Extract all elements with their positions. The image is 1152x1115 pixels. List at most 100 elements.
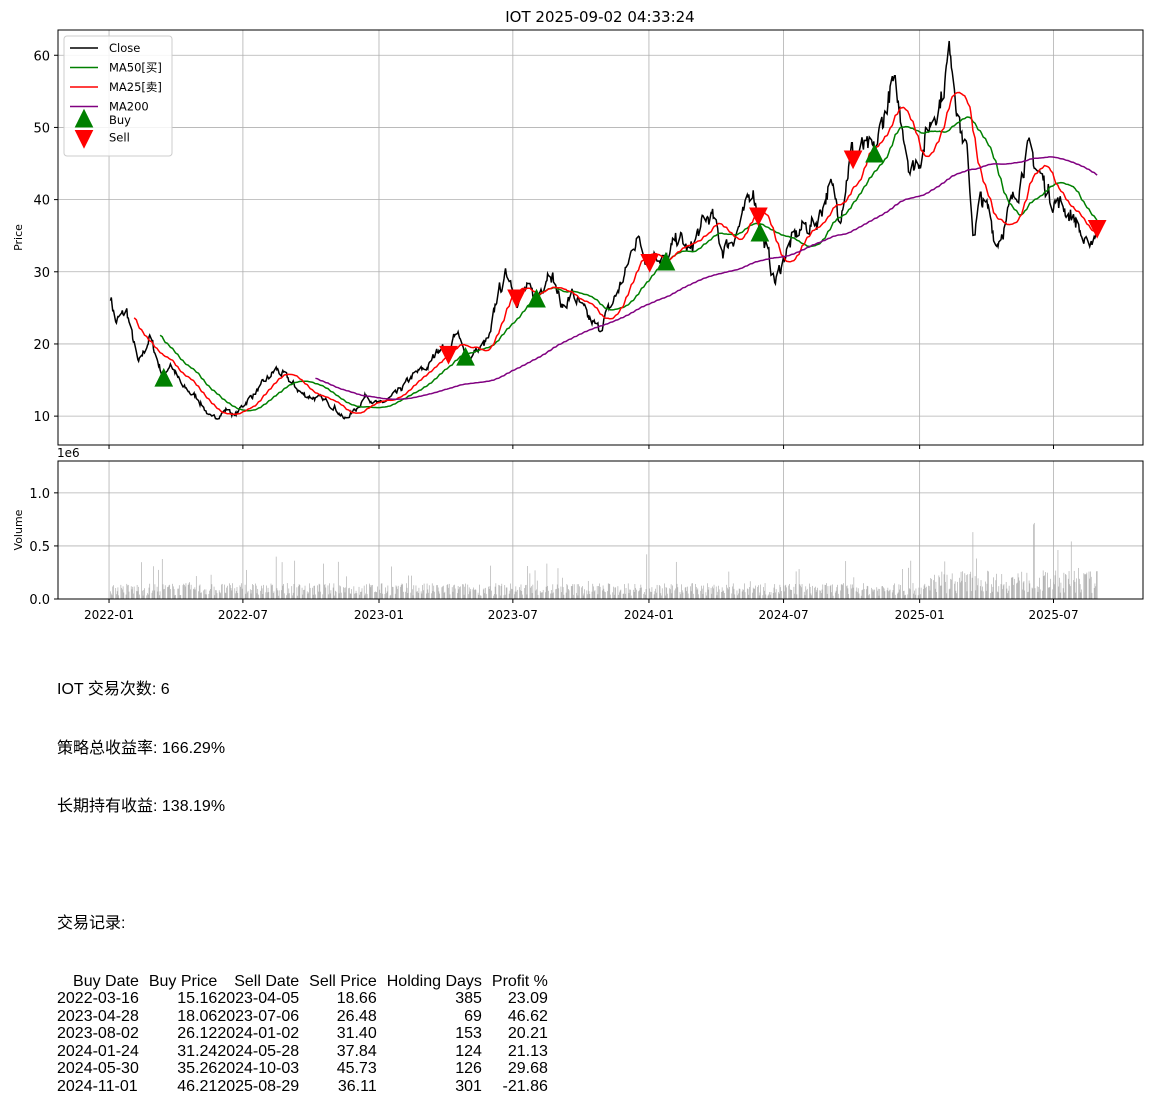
volume-bar bbox=[1079, 578, 1080, 599]
volume-bar bbox=[237, 592, 239, 599]
volume-bar bbox=[423, 583, 425, 599]
trade-cell: 26.48 bbox=[336, 1007, 377, 1025]
volume-bar bbox=[287, 593, 289, 599]
volume-bar bbox=[420, 591, 422, 599]
volume-bar bbox=[690, 586, 691, 599]
volume-bar bbox=[132, 586, 134, 599]
volume-bar bbox=[304, 585, 306, 599]
trade-row: 2024-11-01 46.21 2025-08-29 36.11 301 -21.86 bbox=[57, 1078, 548, 1096]
volume-bar bbox=[265, 592, 267, 599]
volume-bar bbox=[665, 587, 667, 599]
volume-bar bbox=[173, 589, 175, 599]
volume-bar bbox=[778, 593, 780, 599]
volume-bar bbox=[783, 591, 785, 599]
column-header: Buy Price bbox=[148, 972, 218, 990]
volume-bar bbox=[162, 584, 164, 599]
volume-bar bbox=[182, 585, 184, 599]
volume-bar bbox=[442, 585, 444, 599]
volume-axes-frame bbox=[57, 460, 1144, 600]
volume-bar bbox=[764, 583, 766, 599]
volume-bar bbox=[970, 571, 972, 599]
trade-cell: 36.11 bbox=[337, 1077, 377, 1095]
volume-bar bbox=[417, 591, 418, 599]
volume-bar bbox=[1079, 584, 1081, 599]
volume-bar bbox=[908, 567, 909, 599]
volume-bar bbox=[121, 587, 122, 599]
volume-bar bbox=[153, 590, 155, 599]
volume-bar bbox=[319, 584, 321, 599]
volume-bar bbox=[991, 591, 993, 599]
volume-bar bbox=[976, 585, 978, 599]
volume-bar bbox=[848, 594, 849, 599]
volume-bar bbox=[307, 593, 309, 599]
volume-bar bbox=[834, 592, 836, 599]
volume-bar bbox=[650, 591, 651, 599]
volume-bar bbox=[718, 589, 720, 599]
volume-bar bbox=[841, 584, 843, 599]
trade-cell: 153 bbox=[455, 1025, 482, 1042]
volume-bar bbox=[624, 584, 625, 599]
volume-bar bbox=[146, 595, 148, 599]
volume-bar bbox=[459, 587, 460, 599]
volume-bar bbox=[539, 591, 541, 599]
volume-bar bbox=[900, 585, 901, 599]
volume-bar bbox=[312, 587, 313, 599]
trade-cell: 301 bbox=[455, 1077, 482, 1095]
volume-bar bbox=[669, 588, 671, 599]
volume-bar bbox=[806, 590, 807, 599]
volume-bar bbox=[955, 590, 957, 599]
volume-bar bbox=[272, 584, 273, 599]
legend-label: Close bbox=[109, 41, 140, 55]
volume-bar bbox=[116, 591, 118, 599]
volume-bar bbox=[210, 588, 211, 599]
volume-bar bbox=[653, 594, 655, 599]
volume-bar bbox=[216, 593, 218, 599]
volume-bar bbox=[257, 588, 259, 599]
volume-bar bbox=[874, 589, 875, 599]
volume-bar bbox=[503, 595, 505, 599]
volume-bar bbox=[340, 592, 342, 599]
volume-bar bbox=[530, 586, 532, 599]
volume-bar bbox=[821, 589, 823, 599]
y-tick-label: 50 bbox=[33, 121, 50, 136]
volume-bar bbox=[577, 595, 579, 599]
volume-bar bbox=[136, 584, 138, 599]
volume-bar bbox=[204, 589, 205, 599]
volume-bar bbox=[784, 585, 786, 599]
y-axis-label: Price bbox=[12, 224, 25, 251]
volume-bar bbox=[1090, 571, 1091, 599]
volume-bar bbox=[296, 587, 298, 599]
volume-bar bbox=[1016, 583, 1017, 599]
volume-bar bbox=[161, 559, 163, 599]
volume-bar bbox=[386, 591, 388, 599]
volume-bar bbox=[184, 586, 186, 599]
volume-bar bbox=[340, 586, 341, 599]
volume-bar bbox=[425, 593, 427, 599]
volume-bar bbox=[306, 591, 308, 599]
volume-bar bbox=[142, 595, 144, 599]
volume-bar bbox=[877, 588, 879, 599]
volume-bar bbox=[489, 586, 491, 599]
y-axis-label: Volume bbox=[12, 509, 25, 550]
volume-bar bbox=[547, 585, 548, 599]
volume-bar bbox=[928, 585, 929, 599]
volume-bar bbox=[793, 586, 795, 599]
volume-bar bbox=[422, 585, 423, 599]
volume-bar bbox=[1057, 550, 1059, 599]
volume-bar bbox=[909, 589, 911, 599]
trade-cell: 45.73 bbox=[336, 1060, 377, 1077]
volume-bar bbox=[156, 586, 158, 599]
volume-bar bbox=[117, 587, 119, 599]
volume-bar bbox=[987, 570, 989, 599]
volume-bar bbox=[346, 576, 347, 599]
trade-cell: 126 bbox=[455, 1060, 482, 1077]
volume-bar bbox=[957, 581, 958, 599]
volume-bar bbox=[394, 593, 396, 599]
volume-bar bbox=[829, 586, 831, 599]
volume-bar bbox=[672, 585, 673, 599]
volume-bar bbox=[974, 576, 976, 599]
volume-bar bbox=[234, 588, 236, 599]
volume-bar bbox=[256, 593, 258, 599]
volume-bar bbox=[988, 571, 989, 599]
buy-marker bbox=[527, 288, 546, 308]
